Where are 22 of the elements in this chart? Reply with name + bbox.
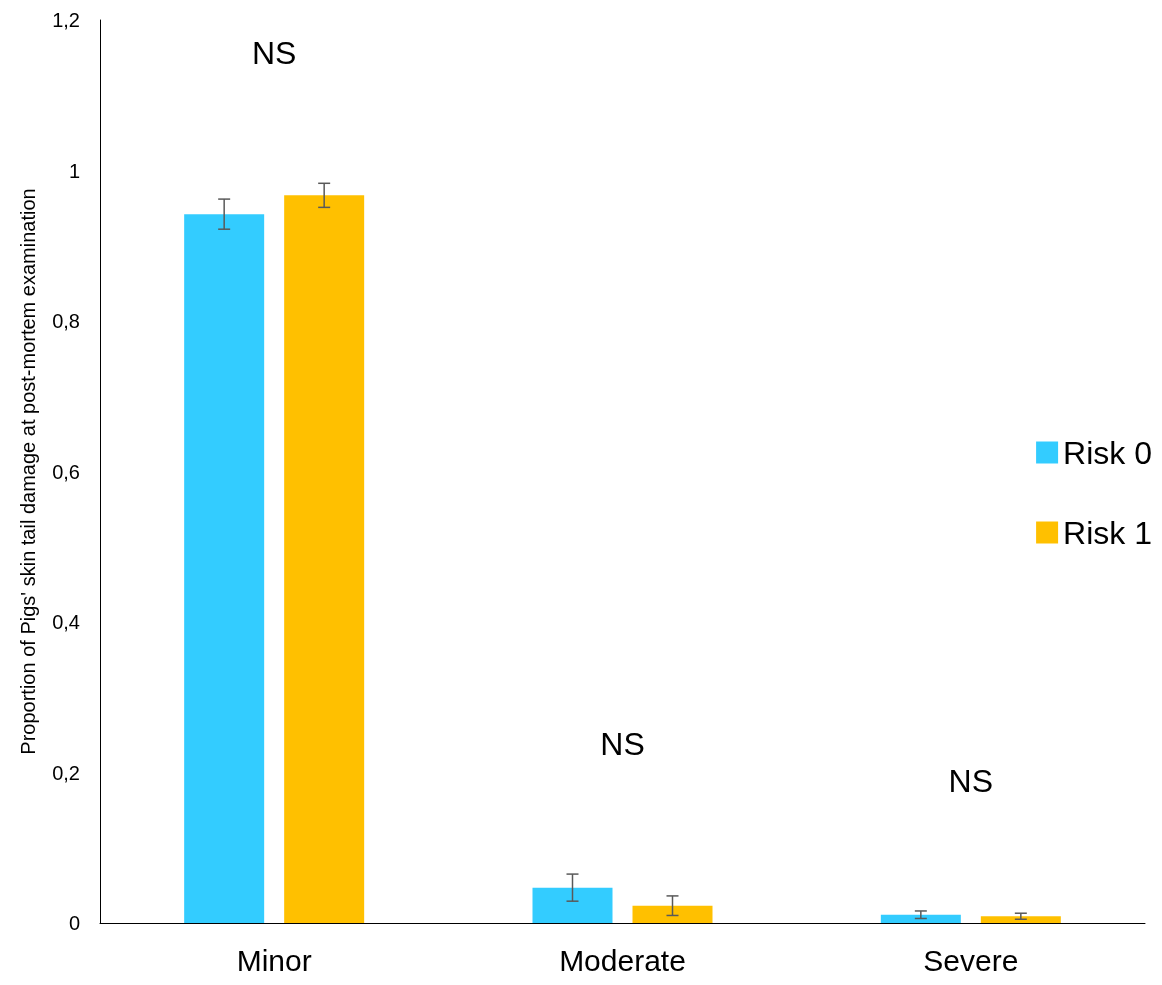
bar: [632, 905, 713, 923]
legend-label: Risk 1: [1063, 514, 1152, 551]
bar: [532, 887, 613, 923]
y-tick-label: 1: [68, 159, 80, 182]
x-tick-label: Severe: [923, 943, 1019, 977]
annotation: NS: [600, 726, 645, 763]
y-tick-label: 0,2: [52, 761, 80, 784]
bar: [880, 914, 961, 923]
y-tick-label: 0,4: [52, 611, 80, 633]
legend-label: Risk 0: [1063, 434, 1152, 471]
annotation: NS: [948, 762, 994, 799]
bar: [184, 214, 265, 923]
x-tick-label: Moderate: [559, 943, 686, 977]
x-tick-label: Minor: [236, 943, 312, 977]
y-tick-label: 0,8: [52, 310, 80, 332]
bar: [980, 916, 1061, 923]
y-tick-label: 0: [68, 912, 80, 934]
y-tick-label: 0,6: [52, 460, 80, 483]
bar: [284, 195, 365, 923]
y-axis-title: Proportion of Pigs' skin tail damage at post-mortem examination: [17, 188, 39, 755]
annotation: NS: [251, 35, 297, 72]
y-tick-label: 1,2: [52, 9, 80, 31]
